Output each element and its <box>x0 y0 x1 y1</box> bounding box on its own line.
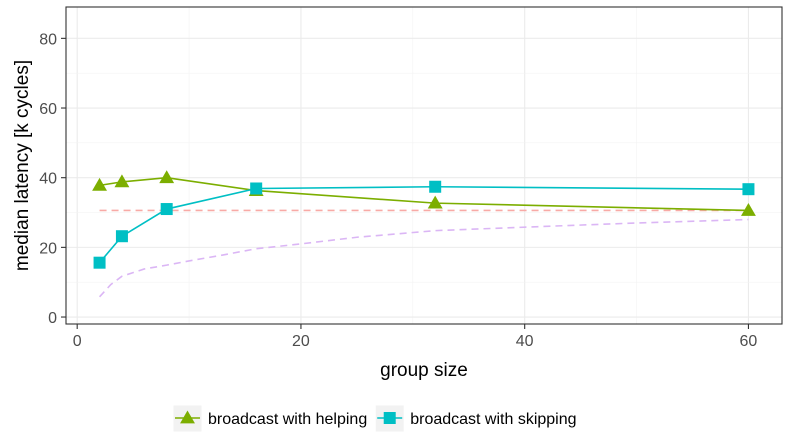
y-tick-label: 0 <box>48 310 57 327</box>
data-point <box>114 174 130 188</box>
data-point <box>160 203 173 216</box>
series-1 <box>92 170 756 216</box>
data-point <box>115 230 128 243</box>
data-point <box>740 202 756 216</box>
y-tick-label: 40 <box>39 171 57 188</box>
data-point <box>250 182 263 195</box>
reference-line-2 <box>98 218 749 298</box>
legend-label: broadcast with skipping <box>410 411 576 428</box>
axis-ticks: 0 20 40 60 0 20 40 60 80 <box>39 31 757 350</box>
x-tick-label: 60 <box>740 333 758 350</box>
legend-item-2: broadcast with skipping <box>374 404 577 433</box>
data-point <box>742 183 755 196</box>
x-tick-label: 0 <box>73 333 82 350</box>
legend: broadcast with helping broadcast with ski… <box>172 404 577 433</box>
data-point <box>427 195 443 209</box>
legend-key-marker <box>383 412 396 424</box>
data-point <box>93 256 106 269</box>
legend-label: broadcast with helping <box>208 411 367 428</box>
y-tick-label: 20 <box>39 240 57 257</box>
grid <box>66 7 782 324</box>
data-point <box>92 177 108 191</box>
y-tick-label: 60 <box>39 101 57 118</box>
data-point <box>159 170 175 184</box>
legend-item-1: broadcast with helping <box>172 404 367 433</box>
reference-lines <box>98 209 749 298</box>
legend-key-marker <box>180 410 195 424</box>
y-axis-title: median latency [k cycles] <box>12 60 33 271</box>
series-layer <box>92 170 756 269</box>
x-axis-title: group size <box>380 360 468 381</box>
data-point <box>429 180 442 193</box>
plot-panel-border <box>65 6 783 325</box>
x-tick-label: 20 <box>292 333 310 350</box>
x-tick-label: 40 <box>516 333 534 350</box>
y-tick-label: 80 <box>39 31 57 48</box>
series-2 <box>93 180 755 269</box>
